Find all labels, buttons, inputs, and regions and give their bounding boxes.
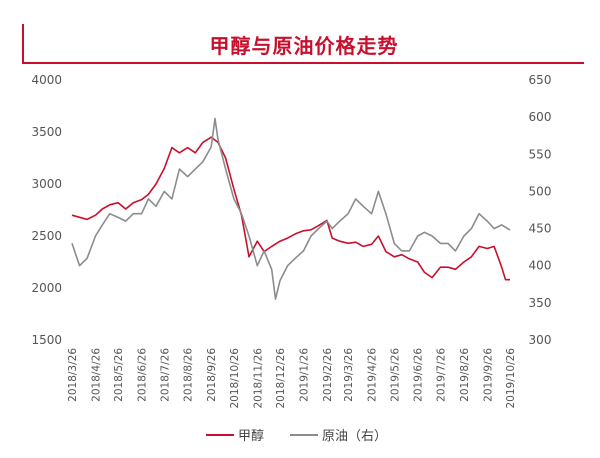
chart-title: 甲醇与原油价格走势: [209, 34, 399, 58]
y-left-tick-3000: 3000: [31, 177, 62, 191]
x-tick-2018-7-26: 2018/7/26: [159, 348, 171, 402]
y-left-tick-2500: 2500: [31, 229, 62, 243]
x-tick-2018-3-26: 2018/3/26: [67, 348, 79, 402]
x-tick-2019-6-26: 2019/6/26: [413, 348, 425, 402]
x-tick-2019-3-26: 2019/3/26: [343, 348, 355, 402]
y-axis-left: 1500 2000 2500 3000 3500 4000: [31, 73, 62, 347]
legend-swatch-methanol: [206, 433, 234, 436]
x-tick-2019-9-26: 2019/9/26: [482, 348, 494, 402]
y-right-tick-300: 300: [529, 333, 552, 347]
x-tick-2019-10-26: 2019/10/26: [505, 348, 517, 409]
title-bar: 甲醇与原油价格走势: [22, 24, 584, 64]
series-line-methanol: [71, 136, 510, 281]
y-right-tick-400: 400: [529, 259, 552, 273]
x-tick-2018-10-26: 2018/10/26: [229, 348, 241, 409]
y-right-tick-350: 350: [529, 296, 552, 310]
x-tick-2018-6-26: 2018/6/26: [137, 348, 149, 402]
x-tick-2019-8-26: 2019/8/26: [459, 348, 471, 402]
y-left-tick-1500: 1500: [31, 333, 62, 347]
x-tick-2019-4-26: 2019/4/26: [367, 348, 379, 402]
y-right-tick-500: 500: [529, 184, 552, 198]
series-lines: [71, 117, 511, 300]
x-axis: 2018/3/26 2018/4/26 2018/5/26 2018/6/26 2018…: [67, 348, 517, 409]
x-tick-2019-2-26: 2019/2/26: [322, 348, 334, 402]
legend-swatch-crude: [290, 433, 318, 436]
x-tick-2018-12-26: 2018/12/26: [275, 348, 287, 409]
y-right-tick-550: 550: [529, 147, 552, 161]
y-right-tick-450: 450: [529, 222, 552, 236]
x-tick-2018-11-26: 2018/11/26: [252, 348, 264, 409]
y-right-tick-650: 650: [529, 73, 552, 87]
x-tick-2018-5-26: 2018/5/26: [113, 348, 125, 402]
x-tick-2018-9-26: 2018/9/26: [206, 348, 218, 402]
legend-label-crude: 原油（右）: [322, 429, 388, 444]
x-tick-2019-7-26: 2019/7/26: [435, 348, 447, 402]
y-left-tick-4000: 4000: [31, 73, 62, 87]
y-left-tick-2000: 2000: [31, 281, 62, 295]
legend-item-crude: 原油（右）: [290, 428, 387, 446]
y-left-tick-3500: 3500: [31, 125, 62, 139]
series-line-crude: [71, 117, 511, 300]
legend-label-methanol: 甲醇: [238, 429, 265, 444]
x-tick-2018-8-26: 2018/8/26: [183, 348, 195, 402]
legend: 甲醇 原油（右）: [0, 428, 600, 448]
x-tick-2019-1-26: 2019/1/26: [298, 348, 310, 402]
y-axis-right: 300 350 400 450 500 550 600 650: [529, 73, 552, 347]
x-tick-2019-5-26: 2019/5/26: [389, 348, 401, 402]
legend-item-methanol: 甲醇: [206, 428, 264, 446]
y-right-tick-600: 600: [529, 110, 552, 124]
x-tick-2018-4-26: 2018/4/26: [90, 348, 102, 402]
